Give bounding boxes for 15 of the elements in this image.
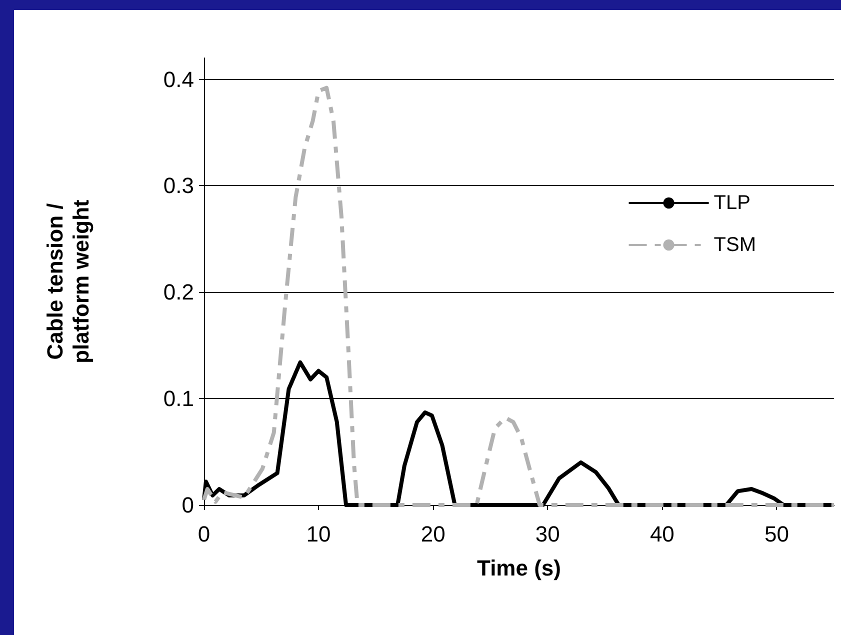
y-tick-label: 0.3 [163, 173, 194, 198]
y-tick-label: 0.4 [163, 66, 194, 92]
x-tick-label: 0 [198, 522, 210, 546]
legend-label: TSM [714, 234, 756, 256]
y-tick-label: 0.1 [163, 386, 194, 412]
legend-label: TLP [714, 192, 750, 214]
x-tick-label: 30 [535, 522, 560, 546]
x-tick-label: 20 [420, 522, 446, 546]
y-tick-label: 0.2 [163, 280, 194, 305]
x-tick-label: 50 [764, 522, 789, 546]
y-tick-label: 0 [182, 492, 194, 518]
x-axis-title: Time (s) [477, 556, 561, 580]
x-tick-label: 40 [650, 522, 674, 546]
x-tick-label: 10 [306, 522, 331, 546]
y-axis-title: Cable tension / platform weight [42, 198, 94, 364]
